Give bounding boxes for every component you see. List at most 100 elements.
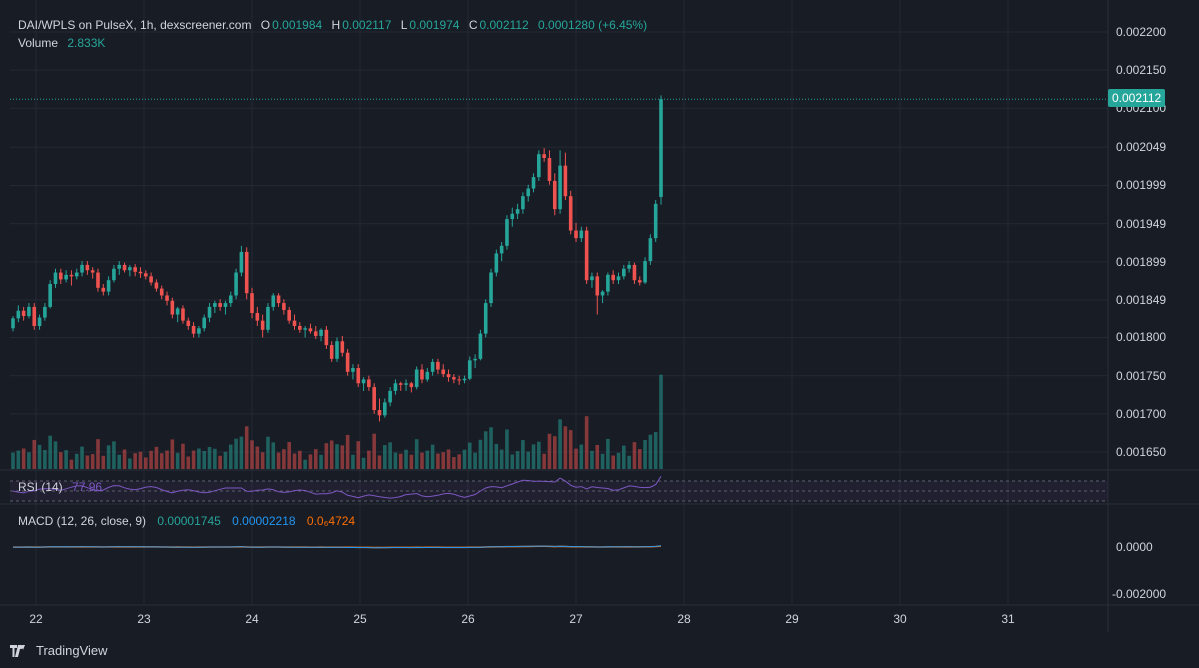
candle-body [228, 295, 233, 304]
volume-bar [133, 453, 137, 469]
volume-bar [537, 441, 541, 469]
candle-body [446, 374, 451, 378]
candle-body [74, 272, 79, 277]
volume-bar [80, 446, 84, 469]
candle-body [483, 303, 488, 334]
volume-bar [85, 455, 90, 469]
candle-body [64, 274, 68, 280]
volume-bar [574, 448, 578, 469]
rsi-pane [10, 476, 1108, 502]
volume-bar [510, 454, 515, 469]
volume-bar [584, 416, 589, 469]
candle-body [85, 264, 90, 271]
candle-body [234, 272, 238, 296]
candle-body [112, 268, 116, 281]
volume-bar [228, 444, 233, 469]
time-axis-label: 23 [137, 612, 151, 626]
candle-body [313, 331, 318, 336]
candle-body [138, 271, 143, 274]
candle-body [436, 361, 440, 370]
ohlc-legend: DAI/WPLS on PulseX, 1h, dexscreener.com … [18, 18, 649, 32]
volume-bar [637, 449, 642, 469]
volume-bar [414, 439, 419, 469]
candle-body [590, 276, 594, 281]
volume-bar [90, 454, 95, 469]
rsi-legend: RSI (14) 77.96 [18, 480, 104, 494]
candle-body [117, 264, 122, 269]
volume-bar [287, 442, 291, 469]
candle-body [287, 309, 291, 321]
volume-bar [611, 455, 615, 469]
macd-label: MACD (12, 26, close, 9) [18, 514, 147, 528]
volume-bar [361, 457, 366, 469]
price-axis-label: 0.001750 [1116, 368, 1167, 383]
volume-bar [345, 434, 350, 469]
candle-body [191, 326, 196, 334]
candle-body [175, 308, 180, 315]
price-axis-label: 0.001800 [1116, 330, 1167, 345]
candle-body [319, 329, 323, 336]
volume-bar [462, 449, 467, 469]
price-axis-label: 0.001999 [1116, 178, 1167, 193]
candle-body [653, 203, 658, 239]
volume-bar [356, 441, 361, 469]
volume-bar [563, 426, 568, 469]
volume-bar [467, 442, 472, 469]
candle-body [526, 188, 531, 197]
volume-legend: Volume 2.833K [18, 36, 107, 50]
price-axis-label: 0.001949 [1116, 216, 1167, 231]
volume-bar [255, 446, 260, 469]
low-value: 0.001974 [409, 18, 460, 32]
candle-body [271, 295, 276, 307]
time-axis-label: 22 [29, 612, 43, 626]
time-axis-label: 28 [677, 612, 691, 626]
volume-bar [181, 443, 185, 469]
candle-body [292, 320, 297, 326]
volume-bar [505, 429, 509, 469]
candle-body [441, 369, 446, 375]
candle-body [489, 272, 493, 304]
price-axis-label: 0.001650 [1116, 445, 1167, 459]
candle-body [499, 245, 504, 254]
volume-bar [446, 449, 451, 469]
candle-body [637, 280, 642, 283]
volume-bar [21, 448, 26, 469]
rsi-value: 77.96 [72, 480, 103, 494]
volume-bar [122, 449, 127, 469]
tradingview-logo-icon [10, 644, 25, 657]
candle-body [648, 238, 653, 262]
price-axis-label: 0.001899 [1116, 254, 1167, 269]
volume-bar [186, 456, 191, 469]
volume-bar [452, 457, 456, 469]
volume-bar [11, 452, 15, 469]
macd-signal-value: 0.00002218 [232, 514, 296, 528]
volume-bar [197, 448, 201, 469]
candle-body [250, 293, 254, 314]
candle-body [324, 329, 329, 346]
candle-body [505, 219, 509, 246]
candle-body [90, 270, 95, 273]
volume-bar [101, 455, 106, 469]
candle-body [462, 378, 467, 381]
time-axis-label: 26 [461, 612, 475, 626]
volume-bar [643, 440, 647, 469]
open-label: O [260, 18, 271, 32]
volume-bar [43, 450, 47, 469]
macd-value: 0.00001745 [157, 514, 221, 528]
candle-body [260, 320, 265, 330]
price-axis-label: 0.001849 [1116, 293, 1167, 308]
candle-body [298, 326, 302, 330]
candle-body [531, 177, 536, 189]
candle-body [361, 379, 366, 384]
rsi-label: RSI (14) [18, 480, 63, 494]
candle-body [414, 369, 419, 388]
candle-body [351, 368, 355, 372]
candle-body [218, 303, 222, 307]
volume-bar [154, 446, 159, 469]
candle-body [21, 310, 26, 317]
tradingview-branding[interactable]: TradingView [10, 643, 108, 658]
volume-bar [64, 450, 68, 469]
candle-body [643, 261, 647, 283]
candle-body [574, 230, 578, 239]
